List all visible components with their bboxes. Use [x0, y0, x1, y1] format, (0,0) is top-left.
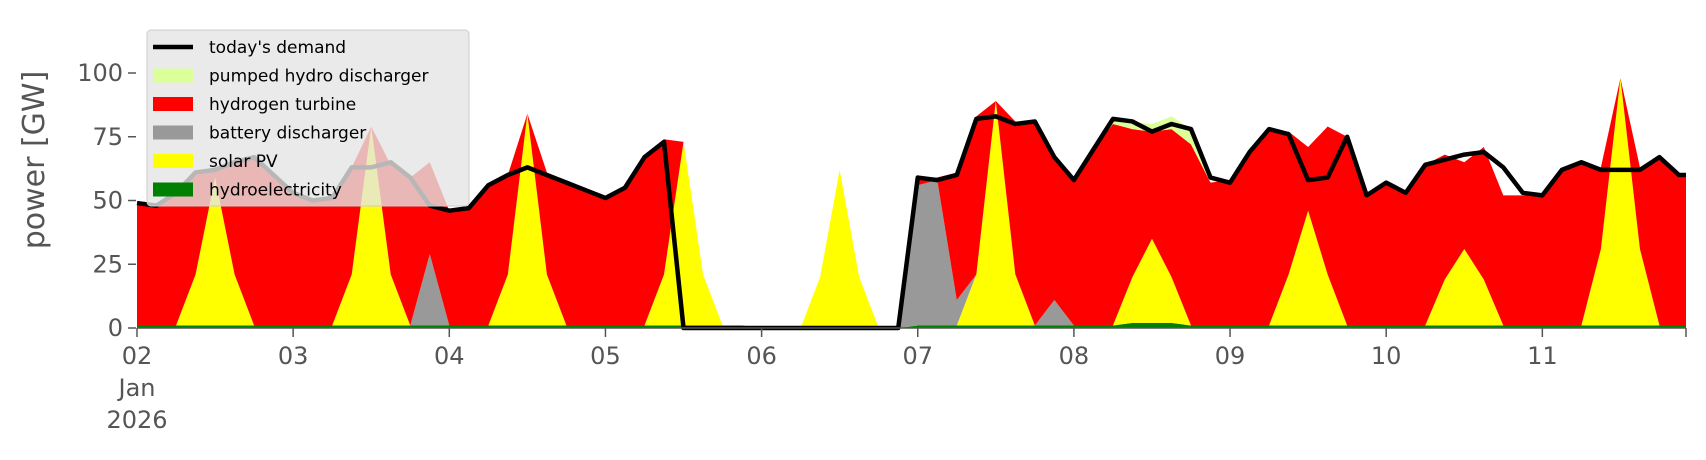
x-tick-label: 10: [1371, 342, 1402, 370]
x-tick-label: 11: [1527, 342, 1558, 370]
legend-label-hydrogen-turbine: hydrogen turbine: [209, 95, 356, 115]
y-axis-label: power [GW]: [17, 71, 52, 250]
y-tick-label: 50: [92, 187, 123, 215]
legend-swatch-solar-pv: [153, 154, 193, 168]
x-tick-label: 08: [1059, 342, 1090, 370]
legend-label-battery-discharger: battery discharger: [209, 124, 366, 144]
area-battery-discharger: [137, 78, 1686, 328]
x-tick-label: 04: [434, 342, 465, 370]
area-hydroelectricity: [137, 322, 1686, 328]
legend-label-solar-pv: solar PV: [209, 152, 278, 172]
x-tick-label: 2026: [106, 406, 167, 434]
stacked-areas: [137, 78, 1686, 328]
area-hydrogen-turbine: [137, 78, 1686, 328]
y-tick-label: 25: [92, 250, 123, 278]
area-solar-pv: [137, 78, 1686, 328]
x-tick-label: 09: [1215, 342, 1246, 370]
legend-label-hydroelectricity: hydroelectricity: [209, 181, 342, 201]
y-tick-label: 100: [77, 59, 123, 87]
x-tick-label: 05: [590, 342, 621, 370]
axes: 0 25 50 75 100 02 Jan 2026 03 04 05 06 07 08 09 10 11: [77, 59, 1687, 434]
legend-box: [146, 29, 470, 207]
x-tick-label: 07: [902, 342, 933, 370]
y-tick-label: 75: [92, 123, 123, 151]
legend-swatch-hydroelectricity: [153, 182, 193, 197]
x-tick-label: 03: [278, 342, 309, 370]
legend-swatch-pumped-hydro-discharger: [153, 68, 193, 83]
x-tick-label: 06: [746, 342, 777, 370]
x-tick-label: 02: [122, 342, 153, 370]
legend: today's demand pumped hydro discharger hyd…: [146, 29, 470, 207]
legend-label-pumped-hydro-discharger: pumped hydro discharger: [209, 67, 428, 87]
y-tick-label: 0: [108, 314, 123, 342]
legend-swatch-battery-discharger: [153, 125, 193, 140]
x-tick-label: Jan: [117, 374, 156, 402]
legend-swatch-hydrogen-turbine: [153, 97, 193, 111]
legend-label-today-s-demand: today's demand: [209, 38, 346, 58]
